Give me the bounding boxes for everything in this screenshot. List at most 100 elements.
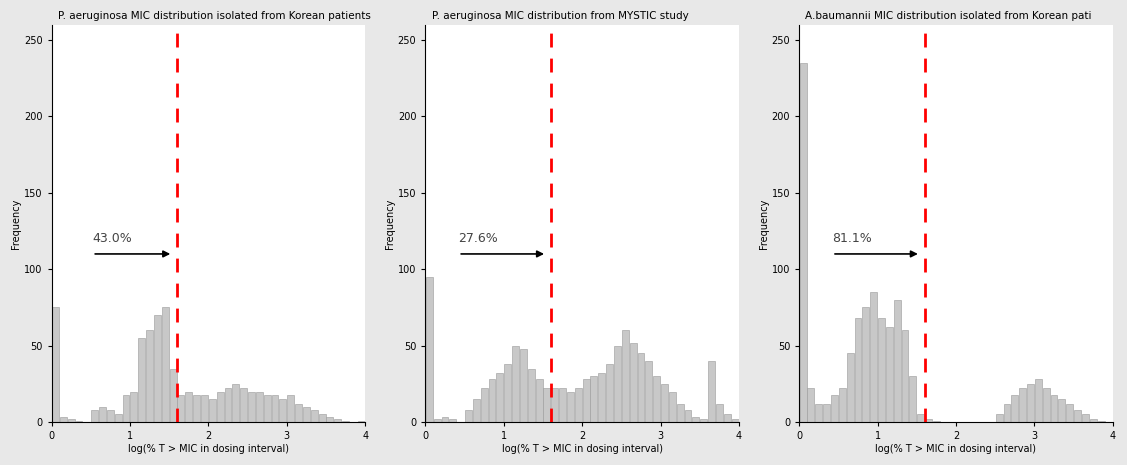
Bar xyxy=(147,330,153,422)
Text: 43.0%: 43.0% xyxy=(92,232,132,245)
Bar xyxy=(854,318,861,422)
Bar xyxy=(846,353,853,422)
X-axis label: log(% T > MIC in dosing interval): log(% T > MIC in dosing interval) xyxy=(876,444,1037,454)
Bar xyxy=(614,345,621,422)
Bar xyxy=(1074,410,1081,422)
Bar xyxy=(724,414,730,422)
Bar xyxy=(481,388,488,422)
Bar xyxy=(131,392,137,422)
Bar xyxy=(256,392,263,422)
Bar xyxy=(815,404,823,422)
Bar xyxy=(638,353,645,422)
X-axis label: log(% T > MIC in dosing interval): log(% T > MIC in dosing interval) xyxy=(127,444,289,454)
Bar xyxy=(1027,384,1033,422)
Bar xyxy=(886,327,893,422)
Bar xyxy=(862,307,869,422)
Text: P. aeruginosa MIC distribution isolated from Korean patients: P. aeruginosa MIC distribution isolated … xyxy=(57,11,371,21)
Bar xyxy=(1003,404,1011,422)
Bar xyxy=(465,410,472,422)
Bar xyxy=(731,419,738,422)
Bar xyxy=(170,369,177,422)
Bar xyxy=(185,392,193,422)
Bar xyxy=(1035,379,1041,422)
Bar xyxy=(115,414,122,422)
Bar xyxy=(823,404,831,422)
Bar xyxy=(520,349,526,422)
Bar xyxy=(248,392,255,422)
Bar xyxy=(669,392,676,422)
Bar xyxy=(107,410,114,422)
Bar xyxy=(123,395,130,422)
Bar xyxy=(1066,404,1073,422)
Bar xyxy=(162,307,169,422)
Bar xyxy=(543,388,550,422)
Bar xyxy=(551,388,558,422)
Bar xyxy=(1019,388,1026,422)
Bar xyxy=(708,361,715,422)
Bar xyxy=(442,418,449,422)
Bar xyxy=(426,277,433,422)
Bar xyxy=(76,420,82,422)
Bar xyxy=(583,379,589,422)
Bar xyxy=(591,376,597,422)
Bar xyxy=(193,395,201,422)
Bar xyxy=(606,364,613,422)
Bar xyxy=(662,384,668,422)
Bar xyxy=(450,419,456,422)
Bar xyxy=(1058,399,1065,422)
Bar xyxy=(1050,395,1057,422)
Bar xyxy=(646,361,653,422)
Bar xyxy=(177,395,185,422)
Bar xyxy=(559,388,566,422)
Bar xyxy=(995,414,1003,422)
Bar xyxy=(319,414,326,422)
Bar xyxy=(1011,395,1019,422)
Bar xyxy=(575,388,582,422)
Y-axis label: Frequency: Frequency xyxy=(11,198,21,249)
Bar xyxy=(201,395,207,422)
Bar xyxy=(1082,414,1089,422)
Bar xyxy=(800,63,807,422)
Bar xyxy=(496,373,504,422)
Bar xyxy=(527,369,534,422)
X-axis label: log(% T > MIC in dosing interval): log(% T > MIC in dosing interval) xyxy=(502,444,663,454)
Bar xyxy=(68,419,74,422)
Bar xyxy=(917,414,924,422)
Bar xyxy=(933,420,940,422)
Bar xyxy=(473,399,480,422)
Bar xyxy=(335,419,341,422)
Bar xyxy=(838,388,845,422)
Bar xyxy=(272,395,278,422)
Bar xyxy=(358,420,365,422)
Bar xyxy=(925,419,932,422)
Bar xyxy=(287,395,294,422)
Bar xyxy=(684,410,692,422)
Bar xyxy=(870,292,877,422)
Bar xyxy=(807,388,815,422)
Text: A.baumannii MIC distribution isolated from Korean pati: A.baumannii MIC distribution isolated fr… xyxy=(806,11,1092,21)
Bar xyxy=(224,388,231,422)
Bar xyxy=(676,404,684,422)
Bar xyxy=(60,418,66,422)
Y-axis label: Frequency: Frequency xyxy=(758,198,769,249)
Bar xyxy=(99,407,106,422)
Bar xyxy=(232,384,239,422)
Bar xyxy=(512,345,518,422)
Bar xyxy=(504,364,512,422)
Bar xyxy=(716,404,722,422)
Bar xyxy=(902,330,908,422)
Bar xyxy=(208,399,215,422)
Bar xyxy=(567,392,574,422)
Bar xyxy=(279,399,286,422)
Bar xyxy=(692,418,700,422)
Bar xyxy=(489,379,496,422)
Text: 81.1%: 81.1% xyxy=(832,232,872,245)
Bar xyxy=(303,407,310,422)
Text: P. aeruginosa MIC distribution from MYSTIC study: P. aeruginosa MIC distribution from MYST… xyxy=(432,11,689,21)
Y-axis label: Frequency: Frequency xyxy=(385,198,394,249)
Text: 27.6%: 27.6% xyxy=(459,232,498,245)
Bar xyxy=(1098,420,1104,422)
Bar xyxy=(654,376,660,422)
Bar xyxy=(91,410,98,422)
Bar xyxy=(909,376,916,422)
